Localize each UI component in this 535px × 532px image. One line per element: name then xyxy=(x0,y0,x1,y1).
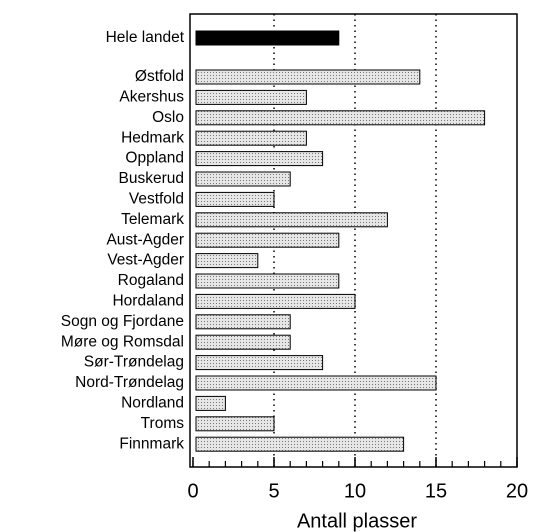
y-tick-label: Sør-Trøndelag xyxy=(84,354,184,371)
x-tick-label: 10 xyxy=(344,480,366,502)
bar xyxy=(195,89,307,105)
y-tick-label: Telemark xyxy=(121,211,184,228)
bar xyxy=(195,436,405,452)
y-tick-label: Sogn og Fjordane xyxy=(61,313,184,330)
y-tick-label: Buskerud xyxy=(119,170,184,187)
bar xyxy=(195,232,340,248)
bar xyxy=(195,375,437,391)
y-tick-label: Vest-Agder xyxy=(107,252,184,269)
bar xyxy=(195,110,486,126)
x-tick-label: 0 xyxy=(187,480,198,502)
plot-frame xyxy=(189,13,518,468)
y-tick-label: Akershus xyxy=(119,88,184,105)
bar xyxy=(195,130,307,146)
bar xyxy=(195,212,388,228)
y-tick-label: Aust-Agder xyxy=(106,231,184,248)
x-tick-label: 5 xyxy=(268,480,279,502)
y-tick-label: Troms xyxy=(141,415,185,432)
bar xyxy=(195,151,324,167)
bar xyxy=(195,334,291,350)
y-tick-label: Nordland xyxy=(121,394,184,411)
bar xyxy=(195,355,324,371)
y-tick-label: Nord-Trøndelag xyxy=(75,374,184,391)
bar xyxy=(195,191,275,207)
x-axis-label: Antall plasser xyxy=(297,510,417,532)
x-tick-label: 15 xyxy=(425,480,447,502)
bar xyxy=(195,171,291,187)
bar xyxy=(195,69,421,85)
y-tick-label: Oslo xyxy=(152,109,184,126)
y-tick-label: Finnmark xyxy=(119,435,184,452)
y-tick-label: Vestfold xyxy=(129,190,184,207)
bar xyxy=(195,395,226,411)
bar xyxy=(195,416,275,432)
y-tick-label: Hordaland xyxy=(112,292,184,309)
y-tick-label: Rogaland xyxy=(118,272,184,289)
x-tick-label: 20 xyxy=(506,480,528,502)
y-tick-label: Oppland xyxy=(125,150,184,167)
y-tick-label: Møre og Romsdal xyxy=(61,333,184,350)
bar xyxy=(195,293,356,309)
y-tick-label: Hele landet xyxy=(106,29,185,46)
bar xyxy=(195,314,291,330)
bar xyxy=(195,253,259,269)
bar xyxy=(195,273,340,289)
y-tick-label: Hedmark xyxy=(121,129,184,146)
bar xyxy=(195,30,340,46)
y-tick-label: Østfold xyxy=(135,68,184,85)
